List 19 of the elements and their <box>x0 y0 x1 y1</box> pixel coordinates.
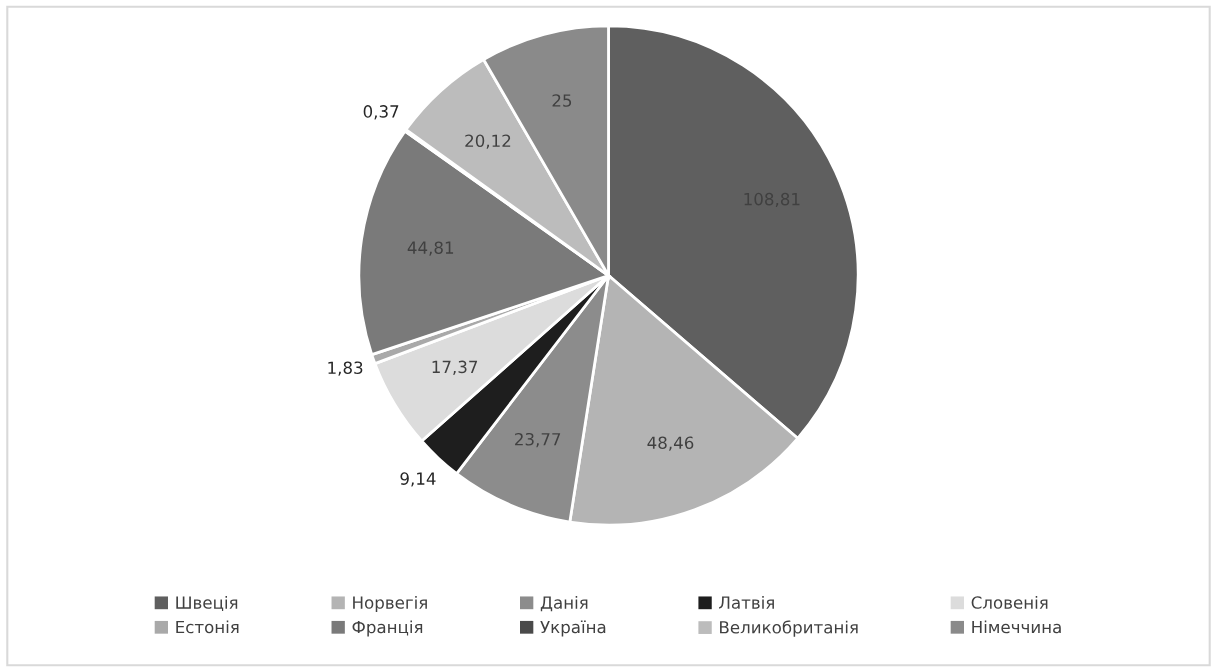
data-label: 9,14 <box>400 472 436 487</box>
data-label: 44,81 <box>407 241 454 256</box>
legend-label: Швеція <box>176 595 238 611</box>
legend-label: Великобританія <box>720 620 858 637</box>
legend-label: Україна <box>540 620 606 637</box>
legend-label: Латвія <box>719 595 774 609</box>
data-label: 23,77 <box>515 432 561 448</box>
legend-label: Словенія <box>971 595 1048 609</box>
legend-label: Норвегія <box>353 595 427 613</box>
legend-label: Естонія <box>176 620 239 634</box>
data-label: 0,37 <box>363 105 399 120</box>
data-label: 25 <box>552 94 572 107</box>
legend-label: Німеччина <box>972 620 1061 634</box>
data-label: 17,37 <box>432 360 478 375</box>
data-label: 48,46 <box>647 436 694 451</box>
legend-label: Франція <box>352 620 423 637</box>
data-label: 1,83 <box>328 361 363 376</box>
data-label: 20,12 <box>465 134 511 149</box>
legend-label: Данія <box>540 595 588 612</box>
